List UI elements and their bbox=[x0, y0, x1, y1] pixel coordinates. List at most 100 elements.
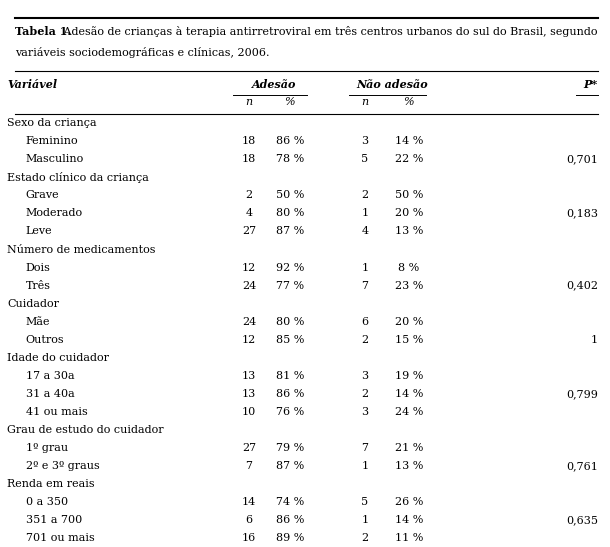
Text: Adesão de crianças à terapia antirretroviral em três centros urbanos do sul do B: Adesão de crianças à terapia antirretrov… bbox=[60, 26, 598, 37]
Text: 0 a 350: 0 a 350 bbox=[26, 497, 68, 507]
Text: 41 ou mais: 41 ou mais bbox=[26, 407, 87, 417]
Text: 17 a 30a: 17 a 30a bbox=[26, 371, 74, 381]
Text: 24: 24 bbox=[242, 317, 256, 327]
Text: n: n bbox=[245, 97, 253, 107]
Text: Três: Três bbox=[26, 281, 51, 290]
Text: Feminino: Feminino bbox=[26, 136, 78, 146]
Text: 351 a 700: 351 a 700 bbox=[26, 515, 82, 525]
Text: 2: 2 bbox=[361, 335, 368, 345]
Text: 18: 18 bbox=[242, 136, 256, 146]
Text: 8 %: 8 % bbox=[398, 263, 419, 272]
Text: 80 %: 80 % bbox=[276, 208, 304, 218]
Text: 7: 7 bbox=[245, 461, 253, 471]
Text: 4: 4 bbox=[245, 208, 253, 218]
Text: 31 a 40a: 31 a 40a bbox=[26, 389, 74, 399]
Text: 14 %: 14 % bbox=[395, 515, 423, 525]
Text: Variável: Variável bbox=[7, 79, 57, 90]
Text: 11 %: 11 % bbox=[395, 533, 423, 543]
Text: Adesão: Adesão bbox=[253, 79, 296, 90]
Text: 0,799: 0,799 bbox=[566, 389, 598, 399]
Text: 16: 16 bbox=[242, 533, 256, 543]
Text: 86 %: 86 % bbox=[276, 515, 304, 525]
Text: 1: 1 bbox=[361, 208, 368, 218]
Text: 0,635: 0,635 bbox=[566, 515, 598, 525]
Text: 13: 13 bbox=[242, 371, 256, 381]
Text: %: % bbox=[284, 97, 295, 107]
Text: 12: 12 bbox=[242, 263, 256, 272]
Text: n: n bbox=[361, 97, 368, 107]
Text: 14: 14 bbox=[242, 497, 256, 507]
Text: 12: 12 bbox=[242, 335, 256, 345]
Text: Mãe: Mãe bbox=[26, 317, 50, 327]
Text: 6: 6 bbox=[361, 317, 368, 327]
Text: 27: 27 bbox=[242, 226, 256, 236]
Text: 24 %: 24 % bbox=[395, 407, 423, 417]
Text: 701 ou mais: 701 ou mais bbox=[26, 533, 95, 543]
Text: 1º grau: 1º grau bbox=[26, 443, 68, 453]
Text: P*: P* bbox=[584, 79, 598, 90]
Text: 18: 18 bbox=[242, 154, 256, 164]
Text: 3: 3 bbox=[361, 407, 368, 417]
Text: 5: 5 bbox=[361, 497, 368, 507]
Text: 26 %: 26 % bbox=[395, 497, 423, 507]
Text: Não adesão: Não adesão bbox=[356, 79, 428, 90]
Text: Tabela 1.: Tabela 1. bbox=[15, 26, 71, 37]
Text: 81 %: 81 % bbox=[276, 371, 304, 381]
Text: 27: 27 bbox=[242, 443, 256, 453]
Text: 14 %: 14 % bbox=[395, 136, 423, 146]
Text: 3: 3 bbox=[361, 371, 368, 381]
Text: Estado clínico da criança: Estado clínico da criança bbox=[7, 172, 149, 183]
Text: 0,701: 0,701 bbox=[566, 154, 598, 164]
Text: %: % bbox=[403, 97, 414, 107]
Text: Sexo da criança: Sexo da criança bbox=[7, 118, 97, 128]
Text: 20 %: 20 % bbox=[395, 208, 423, 218]
Text: 20 %: 20 % bbox=[395, 317, 423, 327]
Text: Grau de estudo do cuidador: Grau de estudo do cuidador bbox=[7, 425, 164, 435]
Text: 50 %: 50 % bbox=[395, 190, 423, 200]
Text: 13 %: 13 % bbox=[395, 226, 423, 236]
Text: 2: 2 bbox=[361, 389, 368, 399]
Text: 79 %: 79 % bbox=[276, 443, 304, 453]
Text: 50 %: 50 % bbox=[276, 190, 304, 200]
Text: 1: 1 bbox=[361, 263, 368, 272]
Text: 80 %: 80 % bbox=[276, 317, 304, 327]
Text: 89 %: 89 % bbox=[276, 533, 304, 543]
Text: 74 %: 74 % bbox=[276, 497, 304, 507]
Text: Outros: Outros bbox=[26, 335, 64, 345]
Text: 77 %: 77 % bbox=[276, 281, 304, 290]
Text: 7: 7 bbox=[361, 281, 368, 290]
Text: 3: 3 bbox=[361, 136, 368, 146]
Text: 1: 1 bbox=[361, 515, 368, 525]
Text: 0,402: 0,402 bbox=[566, 281, 598, 290]
Text: 7: 7 bbox=[361, 443, 368, 453]
Text: 6: 6 bbox=[245, 515, 253, 525]
Text: 23 %: 23 % bbox=[395, 281, 423, 290]
Text: Cuidador: Cuidador bbox=[7, 299, 59, 309]
Text: Dois: Dois bbox=[26, 263, 51, 272]
Text: 86 %: 86 % bbox=[276, 389, 304, 399]
Text: 2: 2 bbox=[245, 190, 253, 200]
Text: Masculino: Masculino bbox=[26, 154, 84, 164]
Text: 24: 24 bbox=[242, 281, 256, 290]
Text: 76 %: 76 % bbox=[276, 407, 304, 417]
Text: 19 %: 19 % bbox=[395, 371, 423, 381]
Text: 13: 13 bbox=[242, 389, 256, 399]
Text: 13 %: 13 % bbox=[395, 461, 423, 471]
Text: 0,761: 0,761 bbox=[566, 461, 598, 471]
Text: 78 %: 78 % bbox=[276, 154, 304, 164]
Text: Idade do cuidador: Idade do cuidador bbox=[7, 353, 109, 363]
Text: 15 %: 15 % bbox=[395, 335, 423, 345]
Text: 86 %: 86 % bbox=[276, 136, 304, 146]
Text: 85 %: 85 % bbox=[276, 335, 304, 345]
Text: 92 %: 92 % bbox=[276, 263, 304, 272]
Text: 2: 2 bbox=[361, 190, 368, 200]
Text: 2º e 3º graus: 2º e 3º graus bbox=[26, 461, 99, 471]
Text: variáveis sociodemográficas e clínicas, 2006.: variáveis sociodemográficas e clínicas, … bbox=[15, 47, 270, 58]
Text: 1: 1 bbox=[590, 335, 598, 345]
Text: 10: 10 bbox=[242, 407, 256, 417]
Text: Grave: Grave bbox=[26, 190, 59, 200]
Text: Número de medicamentos: Número de medicamentos bbox=[7, 245, 156, 254]
Text: Renda em reais: Renda em reais bbox=[7, 479, 95, 489]
Text: 1: 1 bbox=[361, 461, 368, 471]
Text: 87 %: 87 % bbox=[276, 461, 304, 471]
